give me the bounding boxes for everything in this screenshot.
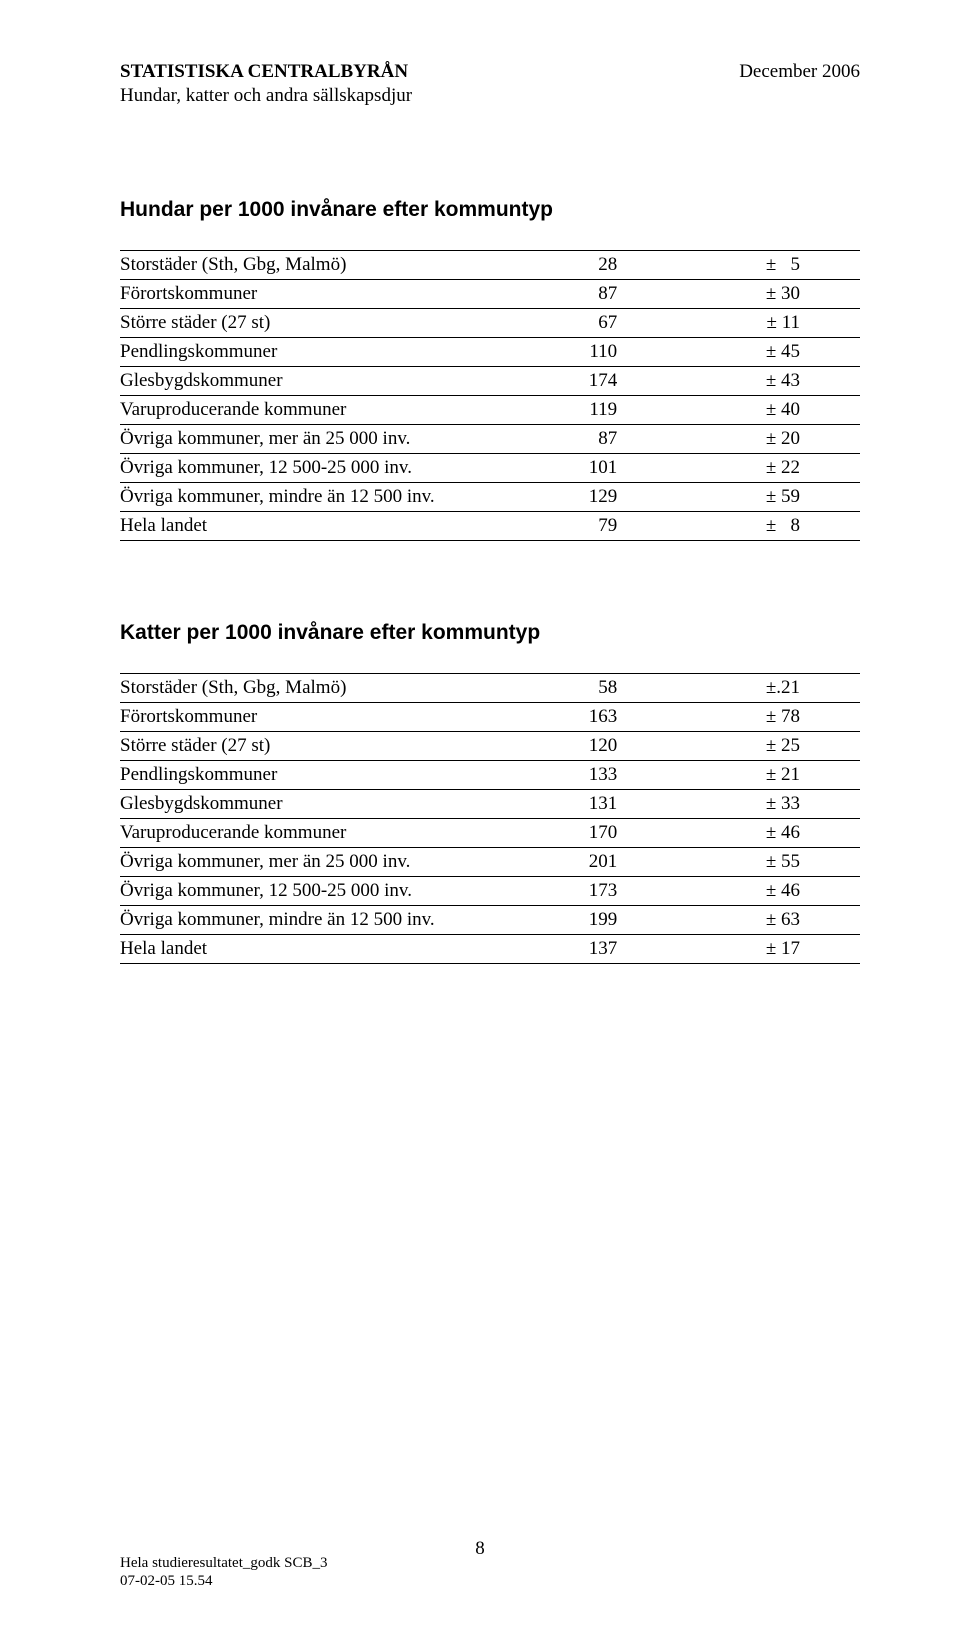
row-label: Övriga kommuner, mindre än 12 500 inv. xyxy=(120,482,579,511)
table-row: Storstäder (Sth, Gbg, Malmö)58±.21 xyxy=(120,673,860,702)
row-error: ± 63 xyxy=(697,905,860,934)
table-row: Pendlingskommuner133± 21 xyxy=(120,760,860,789)
row-error: ± 78 xyxy=(697,702,860,731)
header-date: December 2006 xyxy=(739,60,860,108)
row-value: 87 xyxy=(579,279,697,308)
row-value: 67 xyxy=(579,308,697,337)
row-label: Övriga kommuner, mer än 25 000 inv. xyxy=(120,424,579,453)
row-error: ± 33 xyxy=(697,789,860,818)
row-error: ± 8 xyxy=(697,511,860,540)
row-label: Storstäder (Sth, Gbg, Malmö) xyxy=(120,673,579,702)
page-footer: Hela studieresultatet_godk SCB_3 07-02-0… xyxy=(120,1554,327,1590)
row-value: 199 xyxy=(579,905,697,934)
table-row: Övriga kommuner, mer än 25 000 inv.201± … xyxy=(120,847,860,876)
table-row: Varuproducerande kommuner170± 46 xyxy=(120,818,860,847)
footer-line-2: 07-02-05 15.54 xyxy=(120,1572,327,1590)
row-value: 131 xyxy=(579,789,697,818)
table-row: Större städer (27 st)67± 11 xyxy=(120,308,860,337)
table-row: Förortskommuner87± 30 xyxy=(120,279,860,308)
row-error: ± 22 xyxy=(697,453,860,482)
row-value: 119 xyxy=(579,395,697,424)
row-label: Förortskommuner xyxy=(120,702,579,731)
table-row: Övriga kommuner, mindre än 12 500 inv.12… xyxy=(120,482,860,511)
table-row: Storstäder (Sth, Gbg, Malmö)28± 5 xyxy=(120,250,860,279)
row-error: ± 17 xyxy=(697,934,860,963)
table-row: Pendlingskommuner110± 45 xyxy=(120,337,860,366)
row-label: Förortskommuner xyxy=(120,279,579,308)
row-value: 101 xyxy=(579,453,697,482)
table-row: Glesbygdskommuner131± 33 xyxy=(120,789,860,818)
table-row: Övriga kommuner, 12 500-25 000 inv.173± … xyxy=(120,876,860,905)
footer-line-1: Hela studieresultatet_godk SCB_3 xyxy=(120,1554,327,1572)
row-error: ± 11 xyxy=(697,308,860,337)
row-label: Övriga kommuner, mer än 25 000 inv. xyxy=(120,847,579,876)
page-header: STATISTISKA CENTRALBYRÅN Hundar, katter … xyxy=(120,60,860,108)
row-label: Glesbygdskommuner xyxy=(120,789,579,818)
table-row: Övriga kommuner, mindre än 12 500 inv.19… xyxy=(120,905,860,934)
table-row: Hela landet79± 8 xyxy=(120,511,860,540)
dogs-table-title: Hundar per 1000 invånare efter kommuntyp xyxy=(120,198,860,222)
table-row: Större städer (27 st)120± 25 xyxy=(120,731,860,760)
dogs-table-body: Storstäder (Sth, Gbg, Malmö)28± 5Förorts… xyxy=(120,250,860,540)
row-label: Pendlingskommuner xyxy=(120,760,579,789)
table-row: Övriga kommuner, 12 500-25 000 inv.101± … xyxy=(120,453,860,482)
row-value: 110 xyxy=(579,337,697,366)
row-error: ± 43 xyxy=(697,366,860,395)
row-error: ± 45 xyxy=(697,337,860,366)
row-error: ± 5 xyxy=(697,250,860,279)
table-row: Förortskommuner163± 78 xyxy=(120,702,860,731)
row-error: ± 25 xyxy=(697,731,860,760)
cats-table-title: Katter per 1000 invånare efter kommuntyp xyxy=(120,621,860,645)
row-error: ± 55 xyxy=(697,847,860,876)
table-row: Varuproducerande kommuner119± 40 xyxy=(120,395,860,424)
row-label: Varuproducerande kommuner xyxy=(120,818,579,847)
row-error: ±.21 xyxy=(697,673,860,702)
row-label: Hela landet xyxy=(120,934,579,963)
row-error: ± 59 xyxy=(697,482,860,511)
row-label: Glesbygdskommuner xyxy=(120,366,579,395)
row-value: 129 xyxy=(579,482,697,511)
row-value: 137 xyxy=(579,934,697,963)
row-error: ± 20 xyxy=(697,424,860,453)
row-value: 201 xyxy=(579,847,697,876)
row-label: Större städer (27 st) xyxy=(120,731,579,760)
page: STATISTISKA CENTRALBYRÅN Hundar, katter … xyxy=(0,0,960,1630)
row-label: Storstäder (Sth, Gbg, Malmö) xyxy=(120,250,579,279)
table-row: Hela landet137± 17 xyxy=(120,934,860,963)
dogs-table: Storstäder (Sth, Gbg, Malmö)28± 5Förorts… xyxy=(120,250,860,541)
row-value: 170 xyxy=(579,818,697,847)
row-value: 133 xyxy=(579,760,697,789)
row-label: Övriga kommuner, 12 500-25 000 inv. xyxy=(120,876,579,905)
row-label: Pendlingskommuner xyxy=(120,337,579,366)
row-value: 120 xyxy=(579,731,697,760)
row-label: Större städer (27 st) xyxy=(120,308,579,337)
header-left-block: STATISTISKA CENTRALBYRÅN Hundar, katter … xyxy=(120,60,412,108)
row-value: 174 xyxy=(579,366,697,395)
row-error: ± 40 xyxy=(697,395,860,424)
table-row: Övriga kommuner, mer än 25 000 inv.87± 2… xyxy=(120,424,860,453)
cats-table-body: Storstäder (Sth, Gbg, Malmö)58±.21Förort… xyxy=(120,673,860,963)
row-value: 28 xyxy=(579,250,697,279)
row-error: ± 21 xyxy=(697,760,860,789)
row-error: ± 30 xyxy=(697,279,860,308)
row-value: 58 xyxy=(579,673,697,702)
doc-subtitle: Hundar, katter och andra sällskapsdjur xyxy=(120,84,412,108)
row-value: 173 xyxy=(579,876,697,905)
row-label: Hela landet xyxy=(120,511,579,540)
row-label: Varuproducerande kommuner xyxy=(120,395,579,424)
row-error: ± 46 xyxy=(697,818,860,847)
row-value: 87 xyxy=(579,424,697,453)
row-label: Övriga kommuner, mindre än 12 500 inv. xyxy=(120,905,579,934)
row-error: ± 46 xyxy=(697,876,860,905)
row-value: 79 xyxy=(579,511,697,540)
row-value: 163 xyxy=(579,702,697,731)
table-row: Glesbygdskommuner174± 43 xyxy=(120,366,860,395)
cats-table: Storstäder (Sth, Gbg, Malmö)58±.21Förort… xyxy=(120,673,860,964)
row-label: Övriga kommuner, 12 500-25 000 inv. xyxy=(120,453,579,482)
org-name: STATISTISKA CENTRALBYRÅN xyxy=(120,60,412,84)
